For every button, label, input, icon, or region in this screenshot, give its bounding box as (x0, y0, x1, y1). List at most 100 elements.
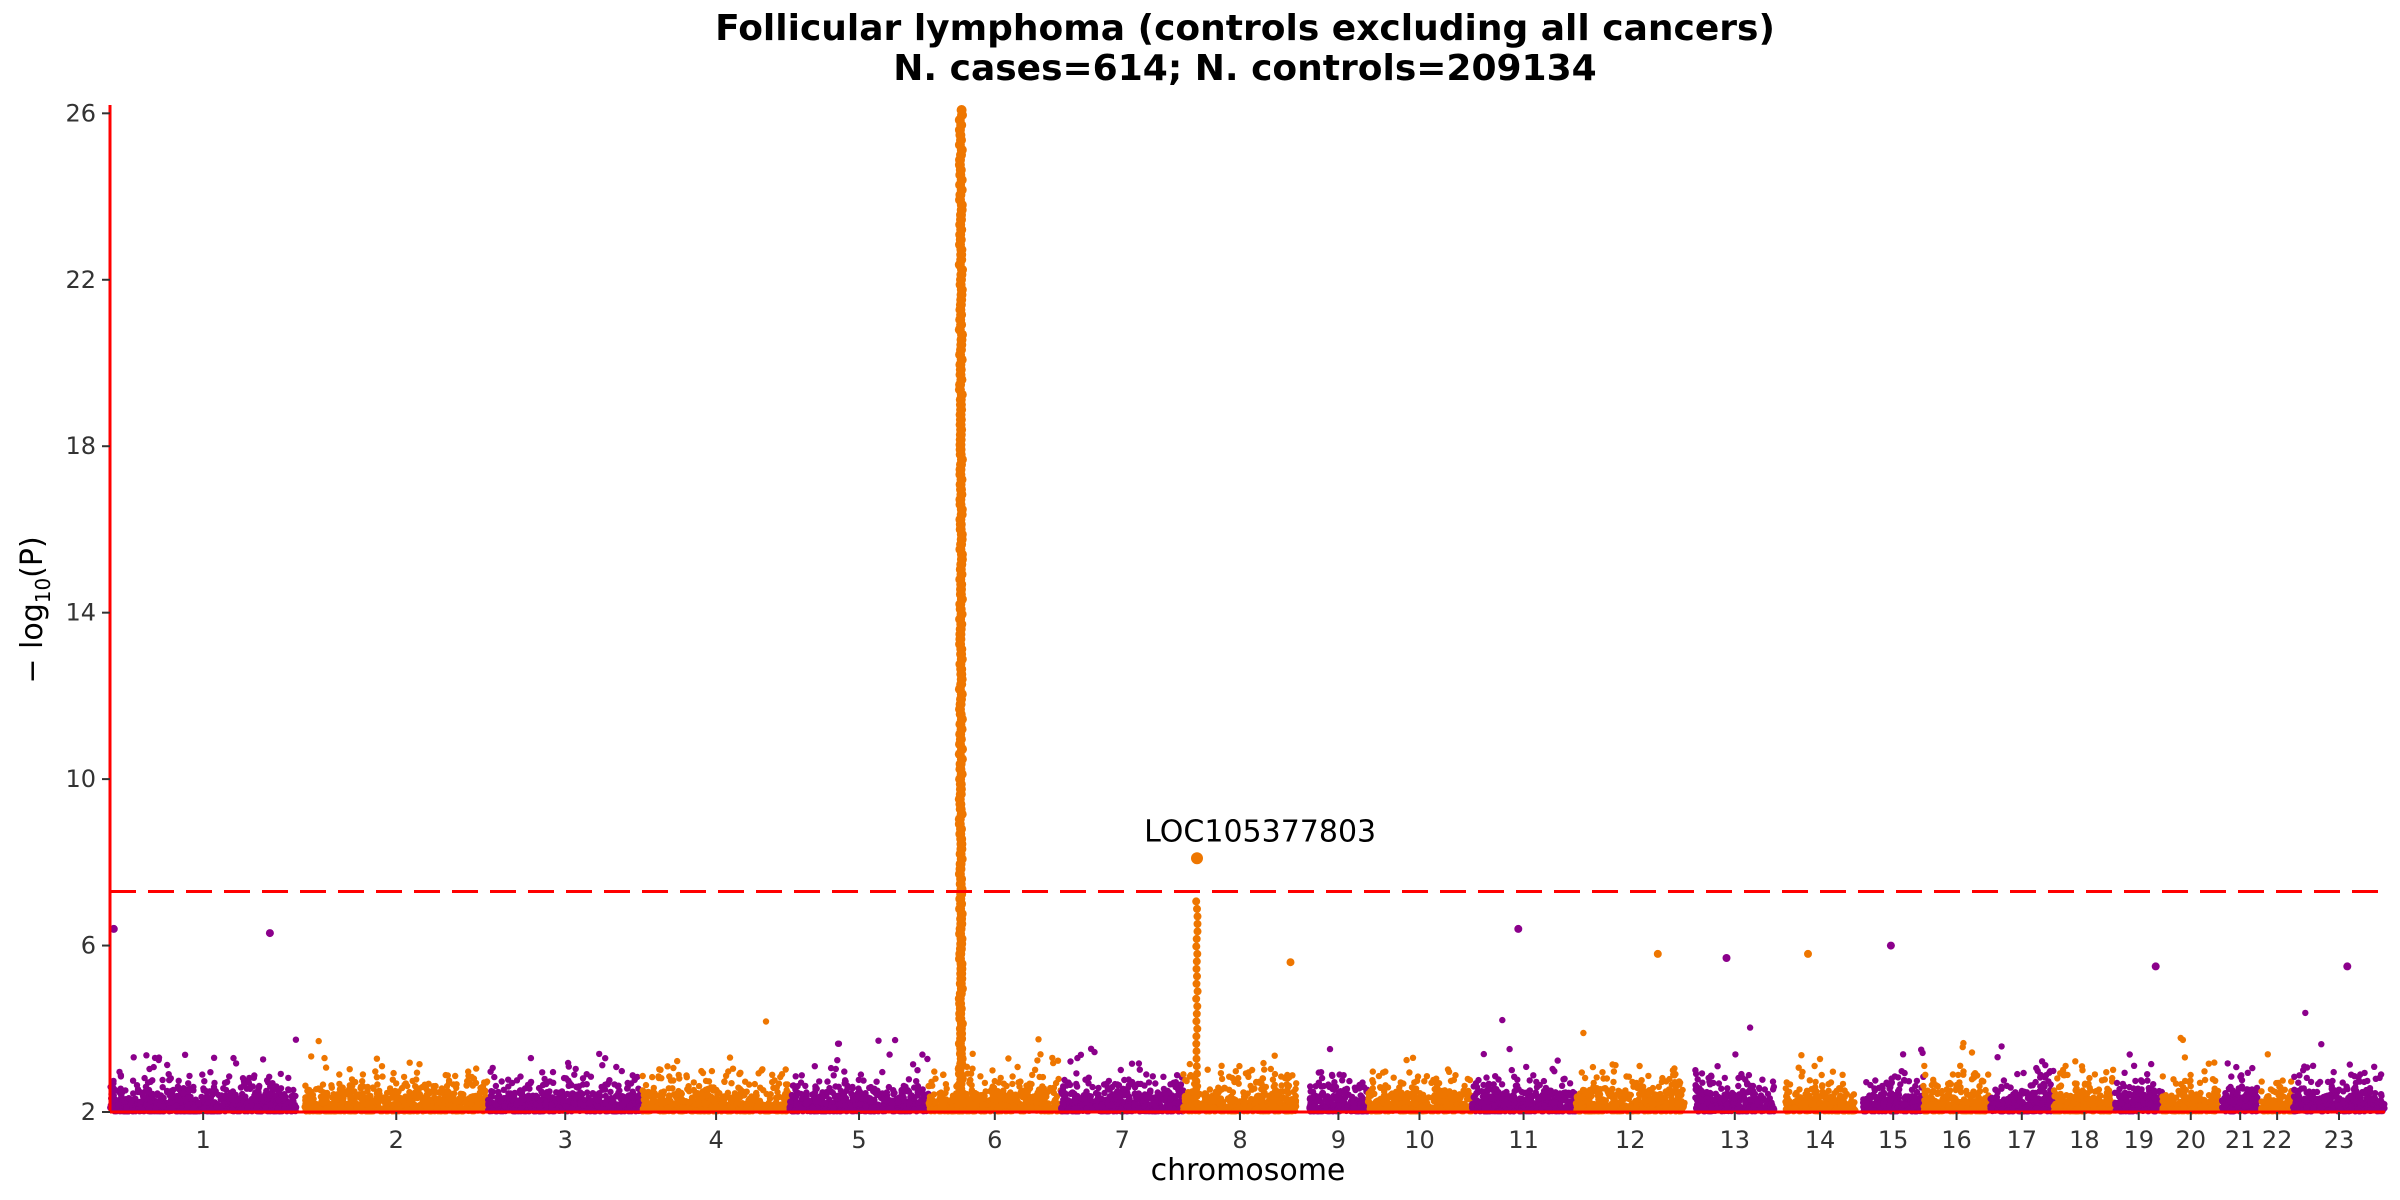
snp-point (1049, 1054, 1056, 1062)
snp-point (491, 1073, 498, 1081)
snp-point (695, 1096, 702, 1103)
snp-point (392, 1099, 400, 1106)
snp-point (830, 1072, 837, 1079)
snp-point (866, 1084, 873, 1092)
snp-point (155, 1056, 162, 1064)
snp-point (643, 1098, 650, 1106)
snp-point (690, 1079, 697, 1086)
snp-point (359, 1093, 367, 1101)
snp-point (1067, 1090, 1075, 1098)
snp-point (1121, 1076, 1128, 1084)
snp-point (670, 1064, 677, 1072)
snp-point (1218, 1075, 1226, 1083)
snp-point (713, 1086, 720, 1094)
snp-point (548, 1101, 555, 1109)
snp-point (115, 1101, 122, 1108)
snp-point (968, 1087, 976, 1094)
snp-point (658, 1075, 665, 1082)
snp-point (211, 1079, 218, 1087)
snp-point (1116, 1093, 1123, 1101)
snp-point (879, 1068, 886, 1076)
snp-point (598, 1083, 605, 1091)
snp-point (495, 1088, 502, 1096)
snp-point (607, 1088, 614, 1096)
snp-point (834, 1057, 841, 1064)
snp-point (854, 1090, 861, 1097)
snp-point (406, 1097, 413, 1105)
snp-point (204, 1098, 211, 1106)
snp-point (925, 1082, 932, 1090)
snp-point (1117, 1066, 1125, 1074)
snp-point (625, 1080, 632, 1087)
snp-point (433, 1104, 440, 1112)
snp-point (656, 1066, 663, 1073)
snp-point (803, 1089, 810, 1096)
snp-point (267, 1091, 274, 1099)
snp-point (1275, 1090, 1282, 1097)
snp-point (737, 1069, 744, 1077)
snp-point (879, 1095, 887, 1103)
snp-point (1245, 1069, 1252, 1076)
snp-point (267, 1083, 274, 1090)
snp-point (1001, 1095, 1009, 1103)
snp-point (939, 1071, 947, 1079)
snp-point (315, 1037, 322, 1045)
snp-point (634, 1073, 641, 1081)
snp-point (1142, 1094, 1150, 1101)
chromosome-6-points (925, 1036, 1065, 1115)
snp-point (222, 1092, 229, 1099)
snp-point (812, 1083, 819, 1090)
snp-point (1108, 1101, 1115, 1109)
snp-point (1141, 1082, 1148, 1089)
snp-point (970, 1104, 978, 1112)
snp-point (834, 1092, 841, 1100)
snp-point (793, 1101, 800, 1108)
snp-point (118, 1089, 126, 1096)
snp-point (1026, 1080, 1033, 1087)
snp-point (359, 1078, 366, 1085)
snp-point (1131, 1101, 1138, 1108)
snp-point (476, 1094, 483, 1102)
snp-point (639, 1072, 646, 1080)
snp-point (430, 1083, 437, 1090)
snp-point (1293, 1080, 1300, 1087)
snp-point (606, 1077, 613, 1084)
snp-point (266, 1073, 273, 1081)
snp-point (137, 1098, 145, 1105)
snp-point (577, 1092, 584, 1100)
snp-point (469, 1082, 476, 1089)
snp-point (886, 1051, 893, 1058)
snp-point (698, 1067, 705, 1075)
data-points (107, 1009, 2388, 1115)
snp-point (258, 1095, 266, 1102)
snp-point (1170, 1079, 1177, 1086)
snp-point (555, 1089, 562, 1097)
snp-point (498, 1078, 505, 1085)
snp-point (1248, 1086, 1256, 1093)
snp-point (1037, 1095, 1045, 1102)
snp-point (562, 1075, 570, 1082)
snp-point (390, 1069, 397, 1077)
snp-point (400, 1073, 408, 1081)
snp-point (1217, 1086, 1224, 1093)
snp-point (664, 1063, 671, 1070)
snp-point (123, 1104, 130, 1112)
snp-point (323, 1099, 330, 1106)
snp-point (930, 1091, 938, 1098)
snp-point (1133, 1094, 1140, 1102)
snp-point (586, 1100, 593, 1107)
snp-point (781, 1091, 788, 1099)
snp-point (239, 1090, 246, 1098)
snp-point (277, 1070, 284, 1078)
snp-point (492, 1082, 500, 1090)
snp-point (247, 1097, 254, 1105)
snp-point (888, 1097, 896, 1104)
snp-point (500, 1086, 507, 1094)
snp-point (612, 1092, 620, 1100)
snp-point (1147, 1089, 1154, 1096)
snp-point (182, 1096, 189, 1104)
snp-point (797, 1079, 805, 1086)
snp-point (379, 1073, 386, 1080)
snp-point (1087, 1045, 1095, 1053)
snp-point (362, 1101, 369, 1108)
